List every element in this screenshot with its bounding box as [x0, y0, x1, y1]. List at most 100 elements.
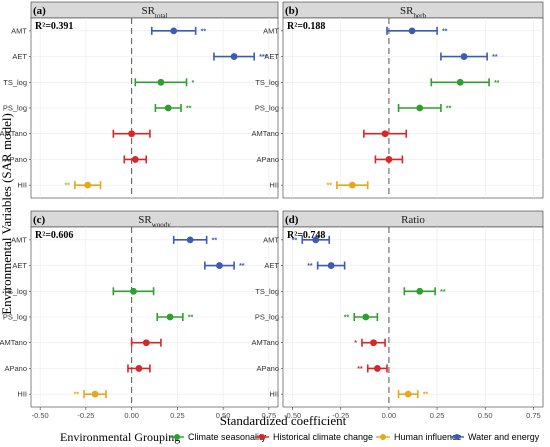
significance-label: ** — [423, 392, 429, 399]
x-tick-label: 0.75 — [526, 411, 541, 420]
y-tick-label: APano — [256, 155, 279, 164]
y-tick-label: AMT — [11, 26, 27, 35]
r-squared-label: R²=0.188 — [287, 21, 325, 32]
strip-subscript: woody — [152, 221, 172, 229]
data-point — [91, 390, 99, 398]
x-tick-label: 0.00 — [382, 411, 397, 420]
panel-label: (b) — [285, 5, 299, 17]
panel-3: Ratio AMT AET TS_log PS_log AMTano APano HII -0.… — [251, 210, 544, 420]
x-tick-label: 0.00 — [124, 411, 139, 420]
y-tick-label: HII — [269, 181, 279, 190]
data-point — [362, 313, 370, 321]
y-tick-label: PS_log — [3, 104, 27, 113]
y-tick-label: HII — [17, 390, 27, 399]
significance-label: ** — [292, 237, 298, 244]
significance-label: ** — [212, 237, 218, 244]
data-point — [460, 53, 468, 60]
legend-key-dot — [454, 434, 460, 440]
panel-label: (c) — [33, 214, 46, 226]
significance-label: ** — [64, 183, 70, 190]
significance-label: ** — [326, 183, 332, 190]
data-point — [370, 339, 377, 347]
data-point — [404, 390, 412, 398]
legend-title: Environmental Grouping — [60, 430, 180, 444]
data-point — [327, 262, 335, 269]
strip-title: Ratio — [401, 214, 425, 226]
significance-label: ** — [492, 54, 498, 61]
y-tick-label: AET — [12, 261, 27, 270]
significance-label: ** — [186, 106, 192, 113]
legend-key-dot — [380, 434, 386, 440]
y-tick-label: PS_log — [255, 313, 279, 322]
data-point — [312, 236, 320, 244]
x-tick-label: -0.50 — [284, 411, 301, 420]
x-tick-label: 0.25 — [430, 411, 445, 420]
y-axis-title: Environmental Variables (SAR model) — [0, 113, 14, 315]
significance-label: ** — [307, 263, 313, 270]
x-axis-title: Standardized coefficient — [220, 413, 347, 428]
legend-item-label: Historical climate change — [273, 432, 373, 442]
y-tick-label: HII — [269, 390, 279, 399]
panel-2: SRwoodyAMTAETTS_logPS_logAMTanoAPanoHII-… — [0, 210, 279, 420]
legend-item-label: Climate seasonality — [188, 432, 267, 442]
y-tick-label: TS_log — [3, 287, 27, 296]
panel-label: (d) — [285, 214, 299, 226]
panel-label: (a) — [33, 5, 46, 17]
data-point — [84, 181, 92, 189]
data-point — [416, 104, 424, 112]
data-point — [348, 181, 356, 189]
y-tick-label: APano — [256, 364, 279, 373]
y-tick-label: AMTano — [251, 129, 279, 138]
y-tick-label: PS_log — [255, 104, 279, 113]
x-tick-label: -0.25 — [77, 411, 94, 420]
y-tick-label: AMT — [11, 235, 27, 244]
legend-key-dot — [174, 434, 180, 440]
data-point — [164, 104, 172, 112]
data-point — [216, 262, 223, 269]
data-point — [130, 287, 137, 295]
y-tick-label: TS_log — [3, 78, 27, 87]
y-tick-label: AET — [264, 261, 279, 270]
data-point — [385, 156, 393, 163]
data-point — [456, 78, 464, 86]
y-tick-label: AMT — [263, 235, 279, 244]
y-tick-label: APano — [4, 364, 27, 373]
data-point — [170, 27, 178, 35]
y-tick-label: TS_log — [255, 287, 279, 296]
significance-label: ** — [201, 28, 207, 35]
significance-label: ** — [442, 28, 448, 35]
y-tick-label: APano — [4, 155, 27, 164]
r-squared-label: R²=0.391 — [35, 21, 73, 32]
x-tick-label: 0.50 — [216, 411, 231, 420]
panel-1: SRherbAMTAETTS_logPS_logAMTanoAPanoHII**… — [251, 1, 544, 199]
y-tick-label: HII — [17, 181, 27, 190]
significance-label: *** — [259, 54, 267, 61]
data-point — [166, 313, 174, 321]
y-tick-label: AET — [264, 52, 279, 61]
legend-key-dot — [259, 434, 265, 440]
y-tick-label: AMTano — [0, 338, 27, 347]
data-point — [131, 156, 139, 163]
significance-label: ** — [440, 289, 446, 296]
legend-item-label: Water and energy — [468, 432, 540, 442]
data-point — [135, 365, 143, 372]
legend: Environmental Grouping Climate seasonali… — [60, 430, 540, 444]
strip-subscript: total — [155, 12, 167, 20]
y-tick-label: AMTano — [0, 129, 27, 138]
significance-label: * — [354, 340, 357, 347]
x-tick-label: 0.50 — [478, 411, 493, 420]
significance-label: ** — [74, 392, 80, 399]
significance-label: ** — [344, 315, 350, 322]
y-tick-label: AMTano — [251, 338, 279, 347]
x-tick-label: -0.25 — [332, 411, 349, 420]
significance-label: ** — [239, 263, 245, 270]
data-point — [157, 78, 165, 86]
data-point — [373, 365, 381, 372]
panel-0: SRtotalAMTAETTS_logPS_logAMTanoAPanoHII*… — [0, 1, 279, 199]
x-tick-label: 0.75 — [262, 411, 277, 420]
y-tick-label: PS_log — [3, 313, 27, 322]
data-point — [408, 27, 416, 35]
r-squared-label: R²=0.606 — [35, 230, 73, 241]
significance-label: * — [192, 80, 195, 87]
r-squared-label: R²=0.748 — [287, 230, 325, 241]
